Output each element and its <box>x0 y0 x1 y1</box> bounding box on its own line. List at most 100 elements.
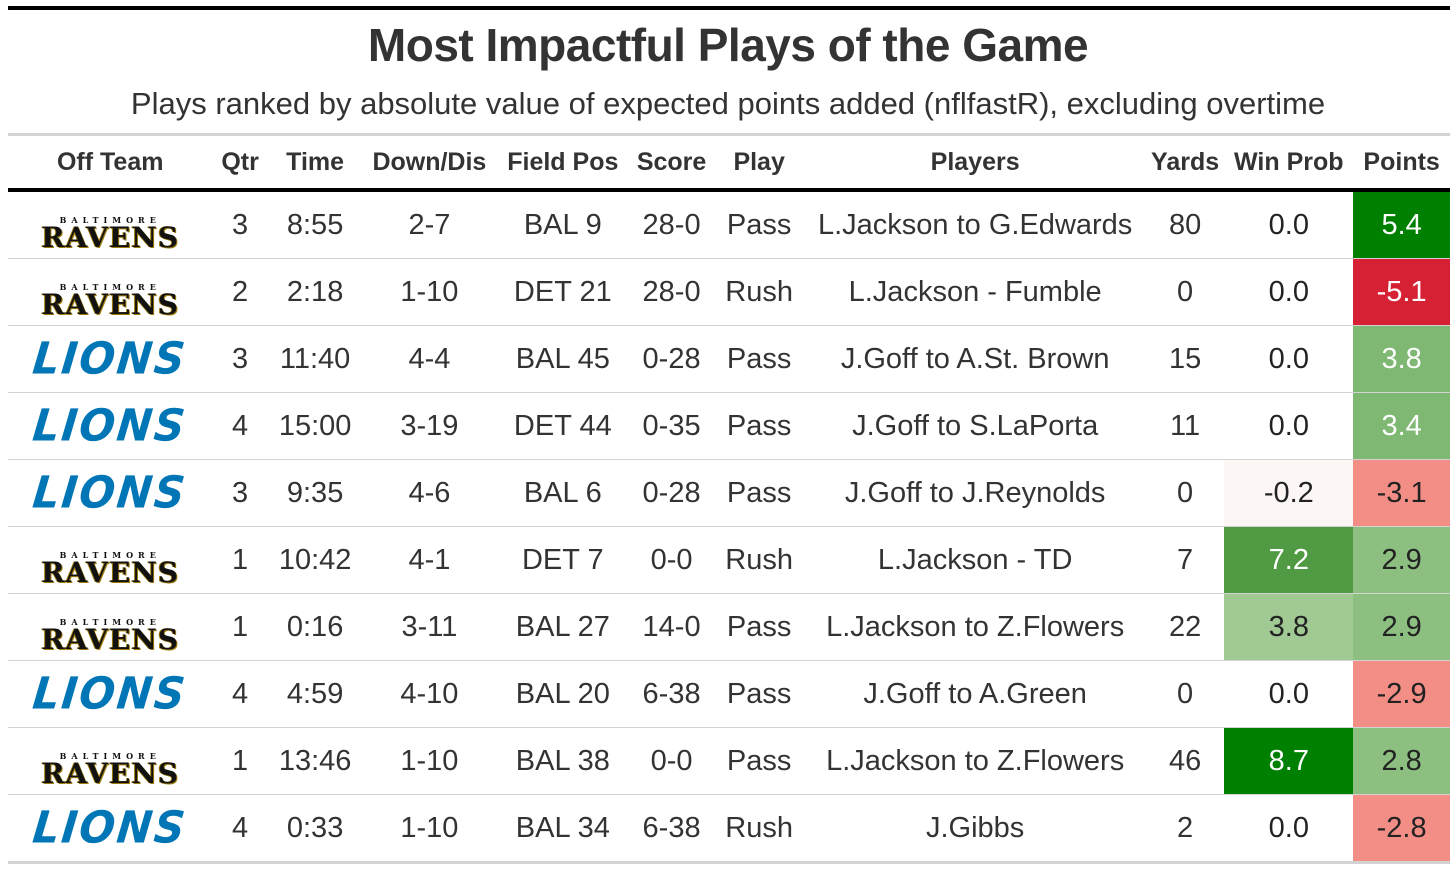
yards-cell: 2 <box>1145 794 1225 864</box>
qtr-cell: 3 <box>212 459 268 527</box>
qtr-cell: 3 <box>212 190 268 259</box>
win-prob-cell: 0.0 <box>1224 392 1354 460</box>
off-team-cell: LIONS <box>8 325 213 393</box>
off-team-cell: BALTIMORE RAVENS <box>8 593 213 661</box>
col-header-yards: Yards <box>1145 136 1225 192</box>
yards-cell: 22 <box>1145 593 1225 661</box>
time-cell: 0:33 <box>267 794 363 864</box>
field-pos-cell: BAL 34 <box>496 794 630 864</box>
ravens-logo-small-text: BALTIMORE <box>59 282 161 292</box>
table-body: BALTIMORE RAVENS 3 8:55 2-7 BAL 9 28-0 Pass L.Ja… <box>8 190 1450 864</box>
yards-cell: 11 <box>1145 392 1225 460</box>
score-cell: 0-0 <box>629 727 714 795</box>
win-prob-cell: 0.0 <box>1224 258 1354 326</box>
field-pos-cell: BAL 9 <box>496 190 630 259</box>
table-row: BALTIMORE RAVENS 1 10:42 4-1 DET 7 0-0 Rush L.Ja… <box>8 526 1450 594</box>
win-prob-cell: 8.7 <box>1224 727 1354 795</box>
col-header-time: Time <box>267 136 363 192</box>
off-team-cell: LIONS <box>8 459 213 527</box>
players-cell: J.Goff to A.Green <box>804 660 1146 728</box>
down-cell: 4-10 <box>362 660 497 728</box>
ravens-logo-text: RAVENS <box>41 288 180 321</box>
field-pos-cell: BAL 38 <box>496 727 630 795</box>
score-cell: 0-28 <box>629 325 714 393</box>
qtr-cell: 4 <box>212 392 268 460</box>
header-row: Off Team Qtr Time Down/Dis Field Pos Sco… <box>8 136 1450 192</box>
off-team-cell: BALTIMORE RAVENS <box>8 727 213 795</box>
score-cell: 6-38 <box>629 660 714 728</box>
field-pos-cell: BAL 45 <box>496 325 630 393</box>
field-pos-cell: DET 21 <box>496 258 630 326</box>
play-type-cell: Pass <box>713 459 805 527</box>
down-cell: 1-10 <box>362 794 497 864</box>
points-cell: 2.8 <box>1353 727 1450 795</box>
qtr-cell: 4 <box>212 660 268 728</box>
down-cell: 4-1 <box>362 526 497 594</box>
down-cell: 2-7 <box>362 190 497 259</box>
points-cell: 3.4 <box>1353 392 1450 460</box>
ravens-logo-small-text: BALTIMORE <box>59 550 161 560</box>
down-cell: 4-6 <box>362 459 497 527</box>
ravens-logo: BALTIMORE RAVENS <box>41 551 179 587</box>
col-header-qtr: Qtr <box>212 136 268 192</box>
off-team-cell: LIONS <box>8 392 213 460</box>
score-cell: 28-0 <box>629 190 714 259</box>
field-pos-cell: DET 44 <box>496 392 630 460</box>
score-cell: 0-28 <box>629 459 714 527</box>
down-cell: 3-19 <box>362 392 497 460</box>
field-pos-cell: DET 7 <box>496 526 630 594</box>
play-type-cell: Pass <box>713 190 805 259</box>
off-team-cell: BALTIMORE RAVENS <box>8 190 213 259</box>
ravens-logo: BALTIMORE RAVENS <box>41 752 179 788</box>
qtr-cell: 4 <box>212 794 268 864</box>
players-cell: L.Jackson to Z.Flowers <box>804 727 1146 795</box>
ravens-logo-small-text: BALTIMORE <box>59 617 161 627</box>
qtr-cell: 2 <box>212 258 268 326</box>
ravens-logo-text: RAVENS <box>41 623 180 656</box>
col-header-down-dis: Down/Dis <box>362 136 497 192</box>
lions-logo: LIONS <box>30 399 190 451</box>
lions-logo: LIONS <box>30 466 190 518</box>
points-cell: -2.9 <box>1353 660 1450 728</box>
win-prob-cell: 7.2 <box>1224 526 1354 594</box>
players-cell: L.Jackson to Z.Flowers <box>804 593 1146 661</box>
time-cell: 11:40 <box>267 325 363 393</box>
players-cell: J.Gibbs <box>804 794 1146 864</box>
score-cell: 14-0 <box>629 593 714 661</box>
off-team-cell: BALTIMORE RAVENS <box>8 258 213 326</box>
col-header-players: Players <box>804 136 1146 192</box>
play-type-cell: Pass <box>713 325 805 393</box>
off-team-cell: BALTIMORE RAVENS <box>8 526 213 594</box>
qtr-cell: 1 <box>212 593 268 661</box>
win-prob-cell: 0.0 <box>1224 325 1354 393</box>
lions-logo: LIONS <box>30 332 190 384</box>
play-type-cell: Rush <box>713 526 805 594</box>
points-cell: -5.1 <box>1353 258 1450 326</box>
play-type-cell: Rush <box>713 258 805 326</box>
yards-cell: 15 <box>1145 325 1225 393</box>
players-cell: L.Jackson to G.Edwards <box>804 190 1146 259</box>
score-cell: 6-38 <box>629 794 714 864</box>
play-type-cell: Pass <box>713 593 805 661</box>
ravens-logo: BALTIMORE RAVENS <box>41 283 179 319</box>
time-cell: 4:59 <box>267 660 363 728</box>
win-prob-cell: 3.8 <box>1224 593 1354 661</box>
qtr-cell: 1 <box>212 727 268 795</box>
points-cell: 2.9 <box>1353 593 1450 661</box>
col-header-win-prob: Win Prob <box>1224 136 1354 192</box>
players-cell: L.Jackson - Fumble <box>804 258 1146 326</box>
off-team-cell: LIONS <box>8 660 213 728</box>
players-cell: J.Goff to J.Reynolds <box>804 459 1146 527</box>
players-cell: L.Jackson - TD <box>804 526 1146 594</box>
points-cell: 2.9 <box>1353 526 1450 594</box>
points-cell: -2.8 <box>1353 794 1450 864</box>
time-cell: 9:35 <box>267 459 363 527</box>
down-cell: 1-10 <box>362 727 497 795</box>
yards-cell: 0 <box>1145 258 1225 326</box>
yards-cell: 0 <box>1145 459 1225 527</box>
col-header-score: Score <box>629 136 714 192</box>
play-type-cell: Pass <box>713 392 805 460</box>
table-row: BALTIMORE RAVENS 2 2:18 1-10 DET 21 28-0 Rush L.… <box>8 258 1450 326</box>
col-header-field-pos: Field Pos <box>496 136 630 192</box>
time-cell: 8:55 <box>267 190 363 259</box>
